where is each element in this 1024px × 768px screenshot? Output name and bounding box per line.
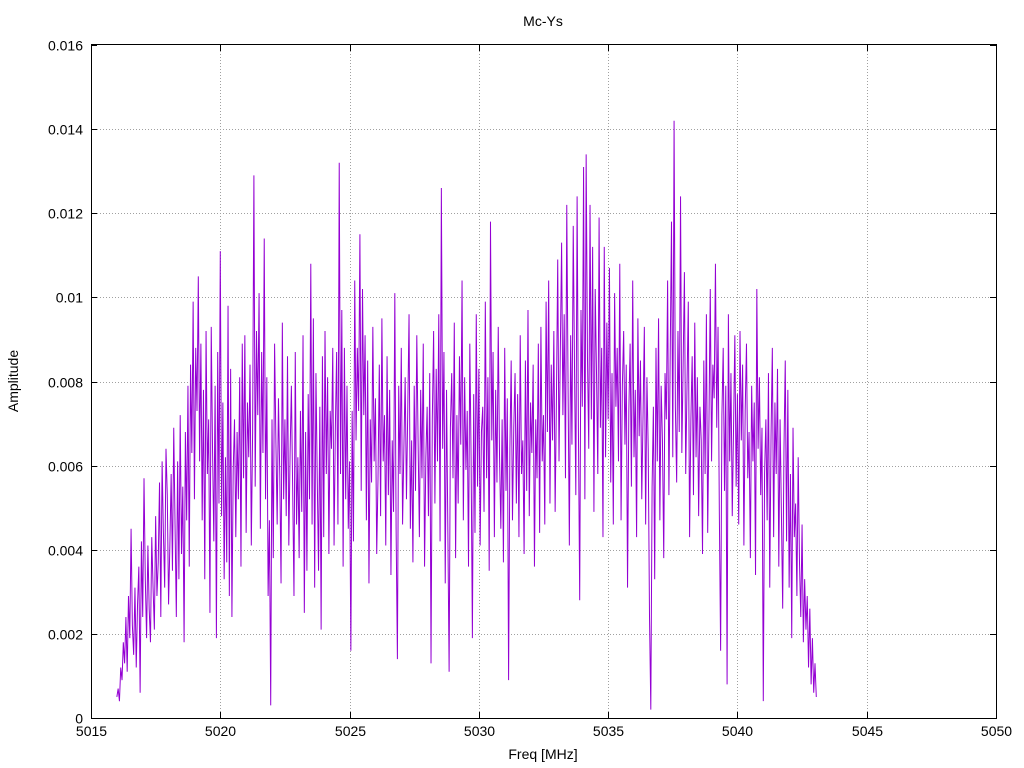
y-tick-label: 0.014: [48, 122, 83, 138]
x-tick-label: 5020: [205, 723, 236, 739]
y-tick-label: 0.008: [48, 375, 83, 391]
chart-title: Mc-Ys: [523, 13, 563, 29]
x-tick-label: 5035: [593, 723, 624, 739]
x-tick-label: 5030: [464, 723, 495, 739]
series-line-mc-ys: [116, 120, 817, 710]
y-axis-title: Amplitude: [5, 350, 21, 412]
plot-frame: [91, 44, 997, 719]
x-tick-label: 5045: [852, 723, 883, 739]
grid: [91, 45, 996, 718]
x-axis-title: Freq [MHz]: [508, 746, 577, 762]
y-tick-label: 0.012: [48, 206, 83, 222]
y-tick-label: 0: [75, 711, 83, 727]
series-layer: [116, 120, 817, 710]
axis-ticks: [91, 45, 997, 719]
y-tick-label: 0.016: [48, 38, 83, 54]
y-tick-label: 0.006: [48, 459, 83, 475]
x-tick-label: 5025: [335, 723, 366, 739]
x-axis-tick-labels: 5015 5020 5025 5030 5035 5040 5045 5050: [76, 723, 1012, 739]
y-axis-tick-labels: 0 0.002 0.004 0.006 0.008 0.01 0.012 0.014 0.016: [48, 38, 83, 727]
y-tick-label: 0.01: [56, 290, 83, 306]
y-tick-label: 0.002: [48, 627, 83, 643]
x-tick-label: 5015: [76, 723, 107, 739]
x-tick-label: 5040: [722, 723, 753, 739]
y-tick-label: 0.004: [48, 543, 83, 559]
x-tick-label: 5050: [981, 723, 1012, 739]
